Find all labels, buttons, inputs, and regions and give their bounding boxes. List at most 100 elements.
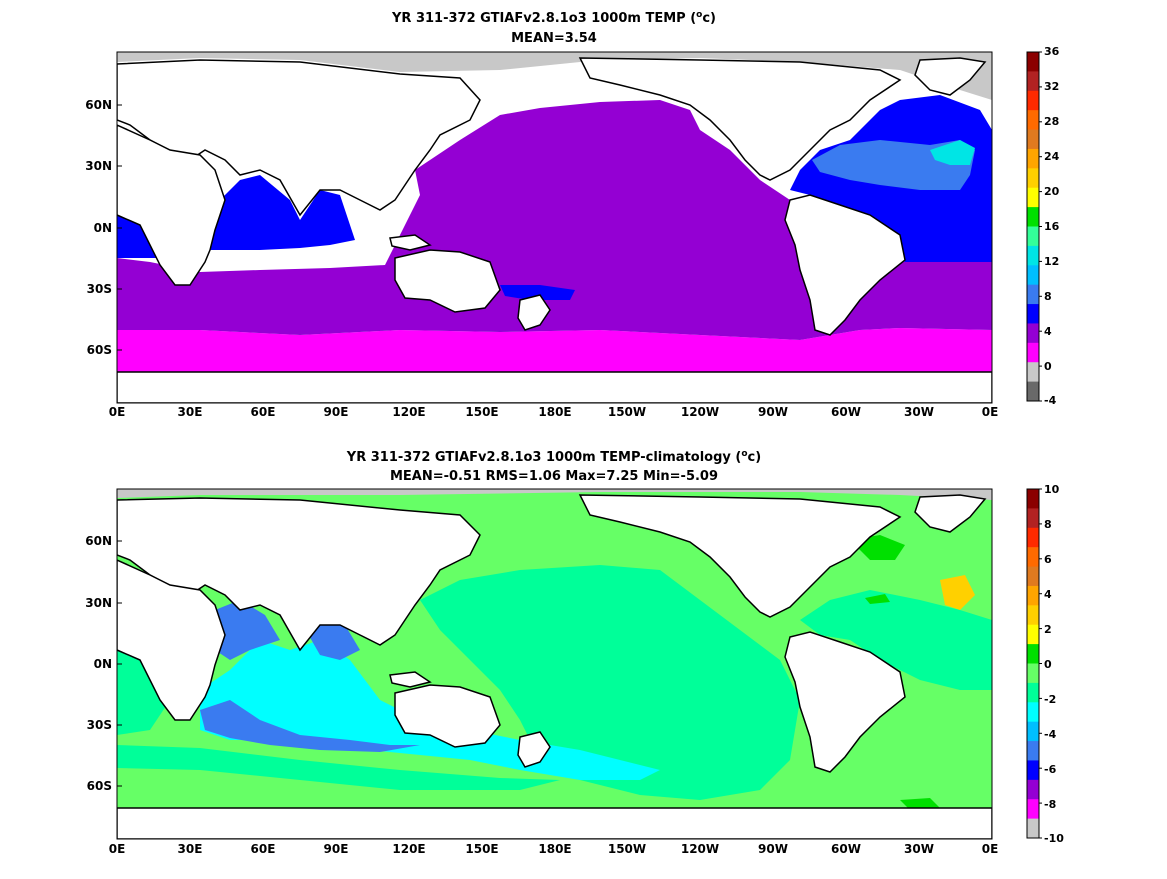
panel-1-x-axis: 0E 30E 60E 90E 120E 150E 180E 150W 120W … — [109, 405, 999, 419]
colorbar-swatch — [1027, 760, 1039, 781]
colorbar-swatch — [1027, 566, 1039, 587]
south-indian-blue — [200, 700, 420, 752]
y-tick-label: 30S — [87, 282, 112, 296]
colorbar-swatch — [1027, 663, 1039, 684]
panel-1-y-axis: 60N 30N 0N 30S 60S — [85, 98, 122, 357]
y-tick-label: 60N — [85, 534, 112, 548]
panel-2-x-axis: 0E 30E 60E 90E 120E 150E 180E 150W 120W … — [109, 842, 999, 856]
y-tick-label: 30S — [87, 718, 112, 732]
greenland — [914, 57, 987, 96]
colorbar-swatch — [1027, 818, 1039, 839]
colorbar-tick-label: 10 — [1044, 483, 1060, 496]
x-tick-label: 0E — [109, 842, 126, 856]
x-tick-label: 0E — [982, 842, 999, 856]
north-america — [578, 57, 902, 181]
continents — [117, 494, 992, 839]
colorbar-swatch — [1027, 90, 1039, 111]
southern-teal-band — [117, 745, 560, 790]
new-zealand — [517, 294, 551, 331]
panel-1-colorbar — [1026, 51, 1042, 402]
indian-ocean-blue — [210, 175, 355, 250]
x-tick-label: 60W — [831, 405, 861, 419]
continents — [117, 57, 992, 403]
colorbar-swatch — [1027, 304, 1039, 324]
x-tick-label: 150W — [608, 842, 646, 856]
panel-1-title: YR 311-372 GTIAFv2.8.1o3 1000m TEMP (oc) — [391, 10, 716, 26]
colorbar-swatch — [1027, 527, 1039, 548]
australia — [394, 249, 501, 313]
x-tick-label: 120W — [681, 405, 719, 419]
panel-2-subtitle: MEAN=-0.51 RMS=1.06 Max=7.25 Min=-5.09 — [390, 469, 718, 484]
panel-2-y-axis: 60N 30N 0N 30S 60S — [85, 534, 122, 793]
x-tick-label: 30E — [178, 405, 203, 419]
colorbar-swatch — [1027, 52, 1039, 72]
colorbar-tick-label: -4 — [1044, 728, 1057, 741]
indonesia — [389, 234, 432, 251]
x-tick-label: 0E — [982, 405, 999, 419]
colorbar-tick-label: 36 — [1044, 45, 1060, 58]
y-tick-label: 60N — [85, 98, 112, 112]
x-tick-label: 60E — [251, 405, 276, 419]
colorbar-swatch — [1027, 342, 1039, 363]
colorbar-swatch — [1027, 508, 1039, 529]
colorbar-swatch — [1027, 799, 1039, 820]
australia — [394, 684, 501, 748]
y-tick-label: 60S — [87, 779, 112, 793]
y-tick-label: 0N — [94, 657, 112, 671]
colorbar-tick-label: 20 — [1044, 185, 1060, 198]
panel-1-colorbar-labels: 36 32 28 24 20 16 12 8 4 0 -4 — [1044, 45, 1060, 407]
panel-2-title: YR 311-372 GTIAFv2.8.1o3 1000m TEMP-clim… — [346, 449, 761, 465]
x-tick-label: 60W — [831, 842, 861, 856]
north-atlantic-teal — [800, 590, 992, 690]
southern-band — [117, 328, 992, 372]
arabian-sea-blue — [215, 600, 280, 660]
panel-2: YR 311-372 GTIAFv2.8.1o3 1000m TEMP-clim… — [85, 449, 1064, 856]
x-tick-label: 120W — [681, 842, 719, 856]
x-tick-label: 60E — [251, 842, 276, 856]
colorbar-tick-label: -6 — [1044, 763, 1057, 776]
mediterranean-outflow — [930, 140, 975, 165]
north-america — [578, 494, 902, 618]
y-tick-label: 30N — [85, 596, 112, 610]
colorbar-tick-label: 32 — [1044, 80, 1059, 93]
x-tick-label: 0E — [109, 405, 126, 419]
colorbar-tick-label: -8 — [1044, 798, 1056, 811]
panel-1-subtitle: MEAN=3.54 — [511, 31, 597, 46]
colorbar-tick-label: 0 — [1044, 360, 1052, 373]
colorbar-swatch — [1027, 702, 1039, 723]
colorbar-swatch — [1027, 644, 1039, 664]
panel-2-colorbar-labels: 10 8 6 4 2 0 -2 -4 -6 -8 -10 — [1044, 483, 1064, 845]
colorbar-swatch — [1027, 284, 1039, 305]
atlantic-green-patch — [865, 594, 890, 604]
south-atlantic-green — [900, 798, 940, 810]
panel-2-map — [117, 489, 992, 839]
colorbar-swatch — [1027, 741, 1039, 761]
colorbar-tick-label: 8 — [1044, 290, 1052, 303]
pacific-purple — [117, 100, 992, 340]
colorbar-swatch — [1027, 362, 1039, 383]
x-tick-label: 30W — [904, 405, 934, 419]
colorbar-tick-label: 4 — [1044, 325, 1052, 338]
colorbar-swatch — [1027, 168, 1039, 189]
colorbar-swatch — [1027, 585, 1039, 606]
colorbar-tick-label: 12 — [1044, 255, 1059, 268]
x-tick-label: 90W — [758, 405, 788, 419]
tasman-blue — [500, 285, 575, 300]
colorbar-swatch — [1027, 187, 1039, 208]
y-tick-label: 60S — [87, 343, 112, 357]
x-tick-label: 150E — [465, 842, 498, 856]
antarctica — [117, 371, 992, 403]
south-america — [784, 631, 906, 773]
colorbar-swatch — [1027, 207, 1039, 227]
x-tick-label: 120E — [392, 842, 425, 856]
colorbar-swatch — [1027, 71, 1039, 92]
x-tick-label: 90E — [324, 405, 349, 419]
colorbar-swatch — [1027, 489, 1039, 509]
colorbar-swatch — [1027, 226, 1039, 247]
colorbar-swatch — [1027, 148, 1039, 169]
colorbar-tick-label: -10 — [1044, 832, 1064, 845]
colorbar-tick-label: 8 — [1044, 518, 1052, 531]
greenland — [914, 494, 987, 533]
colorbar-tick-label: -4 — [1044, 394, 1057, 407]
